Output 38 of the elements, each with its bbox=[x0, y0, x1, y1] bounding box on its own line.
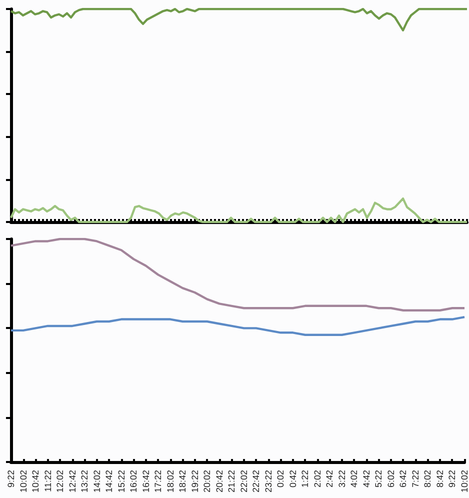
x-tick-label: 19:22 bbox=[190, 470, 200, 493]
x-tick-label: 21:22 bbox=[226, 470, 237, 493]
x-tick-label: 2:02 bbox=[312, 470, 322, 488]
x-tick-label: 6:42 bbox=[398, 470, 408, 488]
x-tick-label: 22:02 bbox=[238, 470, 249, 493]
x-tick-label: 14:02 bbox=[92, 470, 102, 493]
x-tick-label: 12:42 bbox=[67, 470, 78, 493]
x-tick-label: 6:02 bbox=[386, 470, 396, 488]
x-tick-label: 16:02 bbox=[128, 470, 139, 493]
x-tick-label: 0:42 bbox=[288, 470, 298, 488]
x-tick-label: 12:02 bbox=[55, 470, 66, 493]
x-tick-label: 13:22 bbox=[80, 470, 90, 493]
x-tick-label: 1:22 bbox=[300, 470, 310, 488]
x-tick-label: 10:02 bbox=[460, 470, 469, 493]
x-tick-label: 4:42 bbox=[361, 470, 372, 488]
x-tick-label: 8:02 bbox=[422, 470, 433, 488]
x-tick-label: 11:22 bbox=[42, 470, 53, 492]
x-tick-label: 20:02 bbox=[202, 470, 212, 493]
x-tick-label: 5:22 bbox=[374, 470, 384, 488]
x-tick-label: 16:42 bbox=[140, 470, 151, 493]
x-tick-label: 18:02 bbox=[165, 470, 176, 493]
x-tick-label: 20:42 bbox=[214, 470, 224, 493]
x-tick-label: 17:22 bbox=[153, 470, 164, 493]
x-tick-label: 4:02 bbox=[349, 470, 360, 488]
x-tick-label: 9:22 bbox=[6, 470, 16, 488]
x-tick-label: 14:42 bbox=[104, 470, 114, 493]
x-tick-label: 9:22 bbox=[447, 470, 458, 488]
x-tick-label: 8:42 bbox=[434, 470, 445, 488]
x-tick-label: 10:02 bbox=[18, 470, 28, 493]
x-tick-label: 3:22 bbox=[336, 470, 347, 488]
x-tick-label: 2:42 bbox=[324, 470, 335, 488]
x-tick-label: 15:22 bbox=[116, 470, 126, 493]
x-tick-label: 7:22 bbox=[410, 470, 420, 488]
x-tick-label: 0:02 bbox=[276, 470, 286, 488]
x-tick-label: 18:42 bbox=[178, 470, 188, 493]
x-tick-label: 23:22 bbox=[263, 470, 274, 493]
x-tick-label: 10:42 bbox=[30, 470, 41, 493]
x-tick-label: 22:42 bbox=[251, 470, 262, 493]
